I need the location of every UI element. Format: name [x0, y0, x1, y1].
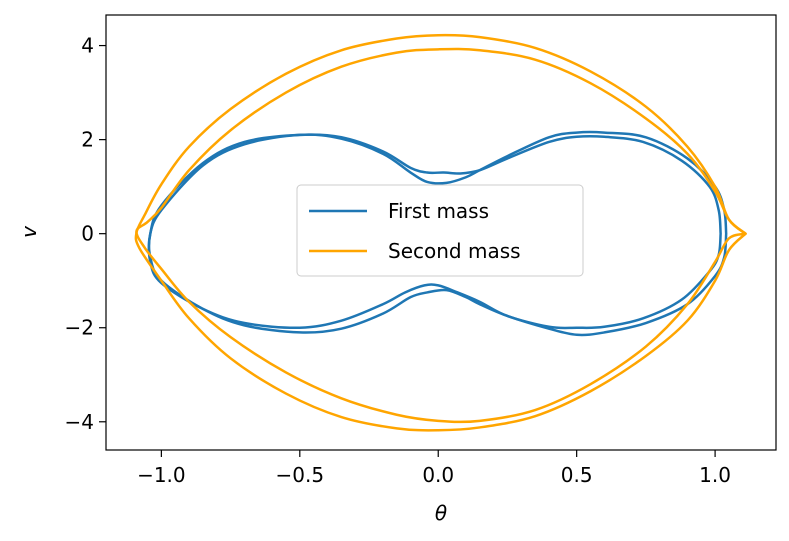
x-axis-label: θ	[435, 501, 447, 525]
y-axis-label: v	[17, 225, 41, 238]
y-tick-label: −2	[65, 316, 94, 340]
y-axis: −4 −2 0 2 4	[65, 34, 106, 434]
x-tick-label: −1.0	[137, 463, 186, 487]
legend-label-second-mass: Second mass	[388, 239, 521, 263]
y-tick-label: 0	[81, 222, 94, 246]
y-tick-label: 4	[81, 34, 94, 58]
series-curves	[134, 33, 747, 432]
x-axis: −1.0 −0.5 0.0 0.5 1.0	[137, 450, 731, 487]
plot-frame	[105, 14, 777, 451]
y-tick-label: 2	[81, 128, 94, 152]
legend: First mass Second mass	[296, 184, 584, 277]
x-tick-label: 0.5	[561, 463, 593, 487]
y-tick-label: −4	[65, 410, 94, 434]
first-mass-trajectory-2	[147, 133, 722, 330]
x-tick-label: 0.0	[422, 463, 454, 487]
legend-box	[296, 184, 584, 277]
x-tick-label: 1.0	[699, 463, 731, 487]
legend-label-first-mass: First mass	[388, 199, 489, 223]
x-tick-label: −0.5	[276, 463, 325, 487]
second-mass-trajectory-2	[135, 47, 747, 424]
